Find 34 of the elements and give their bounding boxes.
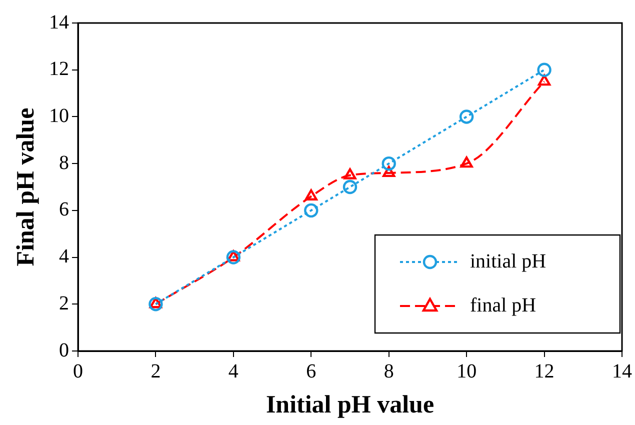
x-tick-label: 8 [384,360,394,382]
point [148,297,163,312]
x-tick-label: 2 [150,360,161,382]
point [342,180,358,194]
y-tick-label: 0 [59,339,69,362]
x-tick-label: 4 [228,360,238,382]
x-tick-label: 10 [456,360,477,382]
y-tick-label: 4 [59,246,69,268]
x-tick-label: 0 [73,360,83,382]
point [226,250,241,264]
point [227,250,240,262]
point [538,74,551,86]
y-tick-label: 2 [59,292,69,314]
point [149,297,162,308]
y-tick-label: 10 [49,104,69,127]
x-tick-label: 12 [534,360,554,382]
legend-label: initial pH [470,250,546,272]
point [382,166,396,178]
x-tick-label: 14 [612,360,632,382]
point [459,110,474,124]
y-tick-label: 12 [49,58,69,80]
legend-label: final pH [470,294,536,316]
point [382,156,396,171]
y-tick-label: 6 [59,198,69,221]
point [304,189,318,200]
point [537,62,552,77]
point [344,168,356,180]
point [304,203,318,218]
y-tick-label: 8 [59,152,69,174]
y-axis-title: Final pH value [12,108,40,266]
y-tick-label: 14 [49,11,69,34]
x-axis-title: Initial pH value [266,391,434,418]
x-tick-label: 6 [306,360,316,382]
point [460,156,473,168]
